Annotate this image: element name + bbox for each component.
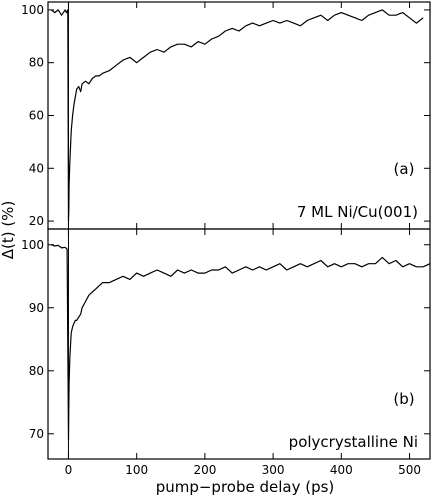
y-tick-label: 100 <box>21 238 44 252</box>
x-tick-label: 100 <box>125 463 148 477</box>
panel-label: (a) <box>394 160 415 178</box>
x-tick-label: 200 <box>193 463 216 477</box>
x-tick-label: 400 <box>330 463 353 477</box>
y-tick-label: 60 <box>29 109 44 123</box>
x-tick-label: 500 <box>398 463 421 477</box>
y-tick-label: 100 <box>21 3 44 17</box>
y-tick-label: 20 <box>29 214 44 228</box>
sample-label: polycrystalline Ni <box>289 433 418 451</box>
panel-label: (b) <box>393 390 414 408</box>
y-tick-label: 90 <box>29 301 44 315</box>
panel-a: 20 40 60 80 100 (a) 7 ML Ni/Cu(001) <box>21 1 431 230</box>
x-tick-label: 0 <box>65 463 73 477</box>
sample-label: 7 ML Ni/Cu(001) <box>297 203 418 221</box>
series-line <box>51 244 431 441</box>
y-tick-label: 80 <box>29 364 44 378</box>
y-tick-label: 40 <box>29 161 44 175</box>
y-tick-label: 80 <box>29 56 44 70</box>
y-tick-label: 70 <box>29 427 44 441</box>
plot-frame <box>47 1 431 230</box>
panel-b: 0 100 200 300 400 500 70 80 90 100 (b) polycrystall… <box>21 228 431 477</box>
series-line <box>51 9 424 222</box>
x-axis-title: pump−probe delay (ps) <box>156 478 335 496</box>
plot-frame <box>47 228 431 460</box>
y-axis-title: Δ(t) (%) <box>0 201 17 260</box>
x-tick-label: 300 <box>262 463 285 477</box>
